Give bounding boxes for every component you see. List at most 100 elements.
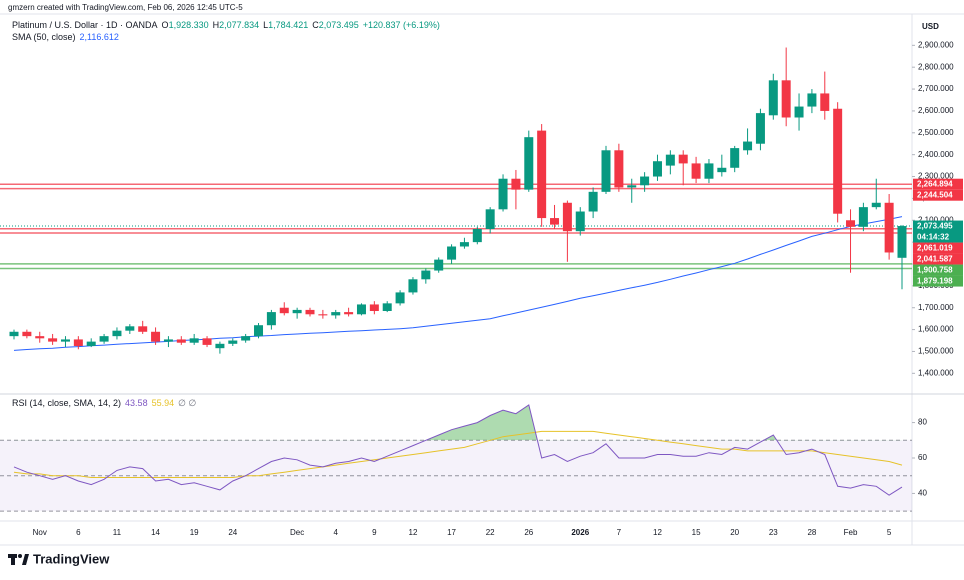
- candle-body: [60, 339, 70, 342]
- price-label: 2,073.495: [917, 221, 953, 230]
- candle-body: [820, 93, 830, 111]
- candle-body: [163, 339, 173, 342]
- rsi-extra: ∅ ∅: [178, 398, 197, 408]
- candle-body: [408, 279, 418, 293]
- candle-body: [884, 202, 894, 253]
- candle-body: [369, 304, 379, 312]
- candle-body: [447, 246, 457, 260]
- candle-body: [627, 185, 637, 188]
- candle-body: [86, 341, 96, 346]
- candle-body: [524, 137, 534, 190]
- candle-body: [485, 209, 495, 230]
- y-tick-label: 1,500.000: [918, 347, 954, 356]
- candle-body: [717, 167, 727, 173]
- candle-body: [382, 303, 392, 312]
- candle-body: [665, 154, 675, 166]
- rsi-value: 43.58: [125, 398, 148, 408]
- price-label: 2,061.019: [917, 243, 953, 252]
- x-tick-label: 15: [692, 528, 701, 537]
- y-tick-label: 2,400.000: [918, 150, 954, 159]
- currency: USD: [922, 22, 939, 31]
- candle-body: [897, 226, 907, 258]
- price-label-box: [913, 264, 963, 276]
- ohlc-value: 2,077.834: [219, 20, 260, 30]
- x-tick-label: 20: [730, 528, 739, 537]
- y-tick-label: 2,600.000: [918, 106, 954, 115]
- x-tick-label: 4: [334, 528, 339, 537]
- candle-body: [215, 343, 225, 349]
- candle-body: [202, 338, 212, 345]
- x-tick-label: 17: [447, 528, 456, 537]
- candle-body: [846, 220, 856, 227]
- candle-body: [498, 178, 508, 210]
- candle-body: [266, 312, 276, 326]
- price-label: 2,264.894: [917, 180, 953, 189]
- candle-body: [331, 312, 341, 316]
- candle-body: [575, 211, 585, 232]
- candle-body: [562, 202, 572, 232]
- candle-body: [511, 178, 521, 190]
- price-label: 1,879.198: [917, 276, 953, 285]
- rsi-y-tick-label: 60: [918, 453, 927, 462]
- candle-body: [241, 336, 251, 341]
- candle-body: [279, 307, 289, 314]
- ohlc-item: C2,073.495: [312, 20, 359, 30]
- candle-body: [48, 338, 58, 342]
- ohlc-value: 2,073.495: [318, 20, 359, 30]
- candle-body: [421, 270, 431, 280]
- ohlc-value: 1,784.421: [268, 20, 309, 30]
- candle-body: [614, 150, 624, 188]
- candle-body: [254, 325, 264, 337]
- candle-body: [755, 113, 765, 144]
- sma-legend: SMA (50, close) 2,116.612: [12, 32, 119, 42]
- x-tick-label: 26: [524, 528, 533, 537]
- brand-logo: [8, 554, 29, 565]
- rsi-legend: RSI (14, close, SMA, 14, 2) 43.58 55.94 ∅ ∅: [12, 398, 196, 409]
- candle-body: [176, 339, 186, 343]
- candle-body: [833, 108, 843, 214]
- candle-body: [459, 242, 469, 247]
- ohlc-item: H2,077.834: [213, 20, 260, 30]
- candle-body: [652, 161, 662, 177]
- rsi-sma-value: 55.94: [151, 398, 175, 408]
- rsi-line: [13, 404, 903, 496]
- candle-body: [588, 191, 598, 212]
- price-label-box: [913, 220, 963, 243]
- candle-body: [73, 339, 83, 346]
- candle-body: [305, 309, 315, 315]
- candle-body: [601, 150, 611, 192]
- candle-body: [9, 331, 19, 337]
- price-label: 2,244.504: [917, 191, 953, 200]
- price-label: 04:14:32: [917, 232, 950, 241]
- price-label: 1,900.758: [917, 265, 953, 274]
- y-tick-label: 1,400.000: [918, 368, 954, 377]
- x-tick-label: 6: [76, 528, 81, 537]
- y-tick-label: 2,800.000: [918, 62, 954, 71]
- candle-body: [807, 93, 817, 107]
- candle-body: [292, 309, 302, 314]
- x-tick-label: 19: [190, 528, 199, 537]
- candle-body: [691, 163, 701, 179]
- candle-body: [318, 314, 328, 316]
- candle-body: [189, 338, 199, 343]
- candle-body: [678, 154, 688, 164]
- candle-body: [472, 229, 482, 243]
- sma-name: SMA (50, close): [12, 32, 76, 42]
- candle-body: [138, 326, 148, 332]
- candle-body: [743, 141, 753, 151]
- y-tick-label: 1,600.000: [918, 325, 954, 334]
- y-tick-label: 1,700.000: [918, 303, 954, 312]
- candle-body: [228, 340, 238, 344]
- candle-body: [730, 148, 740, 168]
- candle-body: [768, 80, 778, 116]
- attribution: gmzern created with TradingView.com, Feb…: [8, 3, 243, 12]
- y-tick-label: 2,300.000: [918, 172, 954, 181]
- x-tick-label: 2026: [571, 528, 589, 537]
- candle-body: [395, 292, 405, 304]
- candle-body: [151, 331, 161, 342]
- candle-body: [858, 207, 868, 227]
- candle-body: [781, 80, 791, 118]
